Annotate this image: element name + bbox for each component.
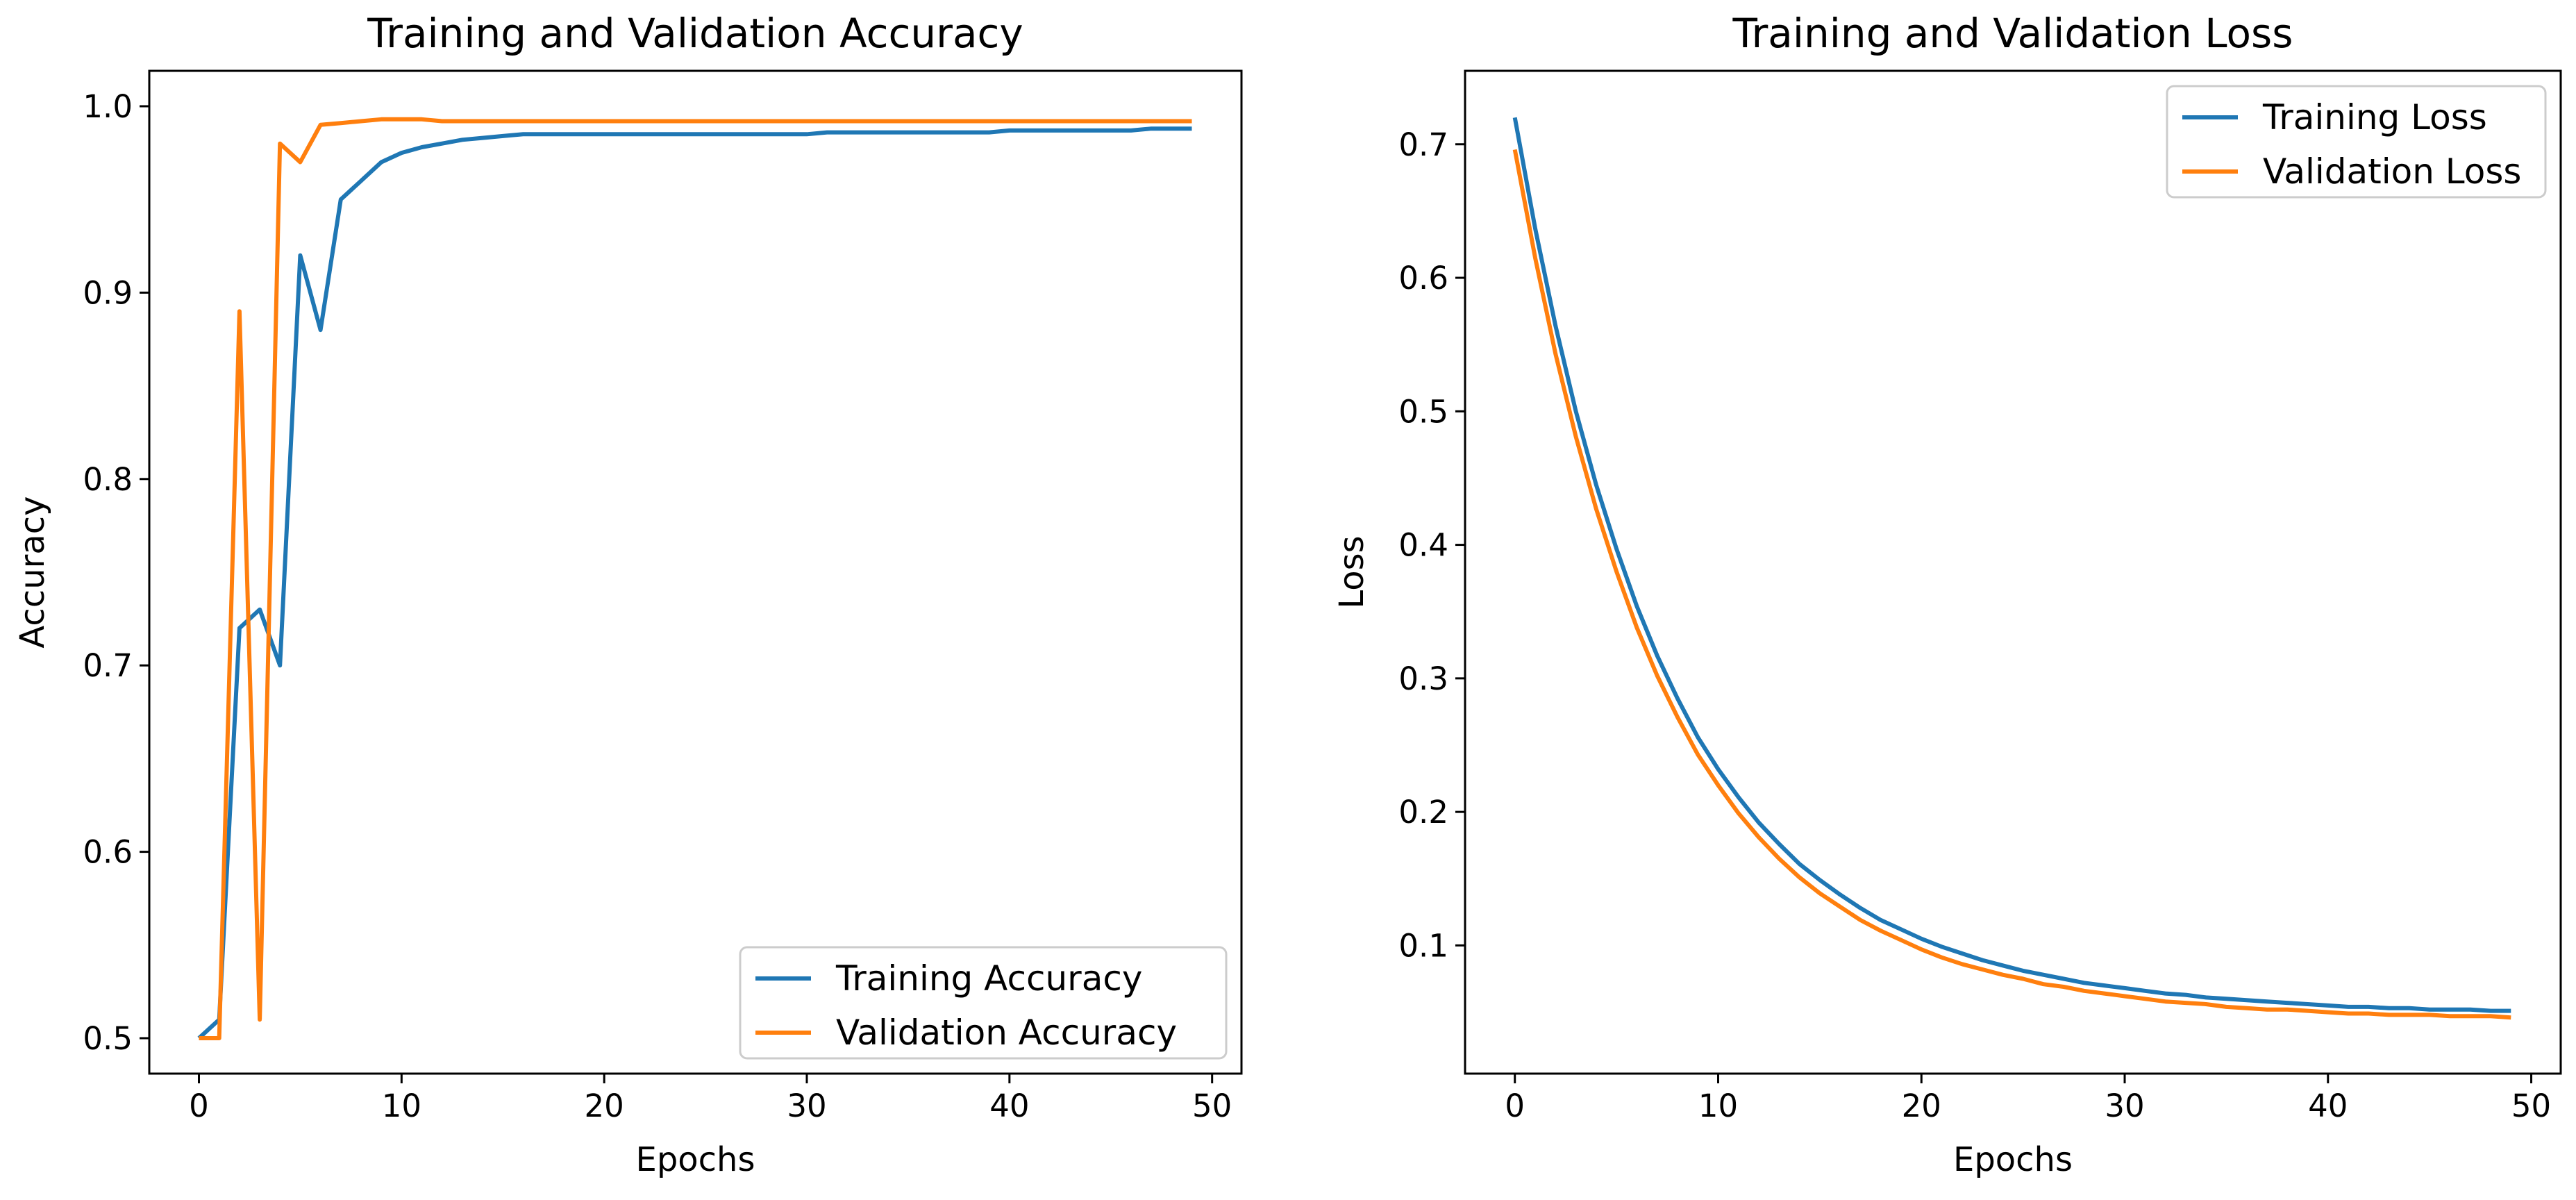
chart1-ytick-label: 0.3 xyxy=(1398,660,1448,697)
chart1-series-validation-loss-line xyxy=(1512,149,2511,1020)
chart0-xtick-label: 50 xyxy=(1192,1088,1232,1124)
chart1-legend-label: Validation Loss xyxy=(2263,151,2521,192)
chart0-xlabel: Epochs xyxy=(636,1140,755,1179)
chart1-ytick-label: 0.4 xyxy=(1398,527,1448,564)
chart1-panel: Training and Validation Loss 0 10 20 30 40 50 0… xyxy=(1332,10,2562,1179)
chart0-xtick-label: 0 xyxy=(189,1088,209,1124)
chart1-xtick-label: 20 xyxy=(1902,1088,1941,1124)
chart0-legend-label: Training Accuracy xyxy=(835,958,1142,999)
chart1-xtick-label: 10 xyxy=(1698,1088,1738,1124)
chart0-ytick-label: 0.6 xyxy=(83,834,133,871)
chart1-xtick-label: 40 xyxy=(2308,1088,2348,1124)
chart0-xtick-label: 10 xyxy=(382,1088,421,1124)
chart0-title: Training and Validation Accuracy xyxy=(367,10,1023,57)
chart0-xtick-label: 30 xyxy=(787,1088,826,1124)
chart0-legend-box xyxy=(739,946,1228,1060)
chart1-ytick-label: 0.1 xyxy=(1398,927,1448,964)
chart0-ytick-label: 0.5 xyxy=(83,1020,133,1057)
chart0-series-training-accuracy-line xyxy=(197,126,1192,1040)
chart0-legend-label: Validation Accuracy xyxy=(836,1012,1177,1053)
chart0-ytick-label: 0.9 xyxy=(83,274,133,311)
chart0-legend: Training Accuracy Validation Accuracy xyxy=(739,946,1228,1060)
chart0-ytick-label: 0.7 xyxy=(83,647,133,684)
chart0-ylabel: Accuracy xyxy=(13,496,52,648)
chart0-axes-frame xyxy=(148,69,1243,1075)
chart1-legend-box xyxy=(2166,85,2547,199)
chart1-series-training-loss-line xyxy=(1512,117,2511,1013)
chart1-xtick-label: 0 xyxy=(1505,1088,1525,1124)
chart0-xtick-label: 40 xyxy=(989,1088,1029,1124)
chart1-legend: Training Loss Validation Loss xyxy=(2166,85,2547,199)
chart1-ytick-label: 0.7 xyxy=(1398,126,1448,163)
chart0-panel: Training and Validation Accuracy 0 10 20 30 4… xyxy=(13,10,1243,1179)
chart1-ylabel: Loss xyxy=(1332,535,1371,608)
chart1-ytick-label: 0.6 xyxy=(1398,260,1448,297)
chart1-xtick-label: 30 xyxy=(2105,1088,2144,1124)
chart1-ytick-label: 0.2 xyxy=(1398,794,1448,831)
chart1-axes-frame xyxy=(1464,69,2562,1075)
chart0-xtick-label: 20 xyxy=(585,1088,624,1124)
chart1-xtick-label: 50 xyxy=(2511,1088,2551,1124)
chart1-ytick-label: 0.5 xyxy=(1398,393,1448,430)
chart1-xlabel: Epochs xyxy=(1953,1140,2073,1179)
chart0-ytick-label: 1.0 xyxy=(83,88,133,125)
chart1-legend-label: Training Loss xyxy=(2262,97,2487,138)
chart0-ytick-label: 0.8 xyxy=(83,461,133,498)
chart0-series-validation-accuracy-line xyxy=(199,117,1192,1040)
chart1-title: Training and Validation Loss xyxy=(1732,10,2293,57)
